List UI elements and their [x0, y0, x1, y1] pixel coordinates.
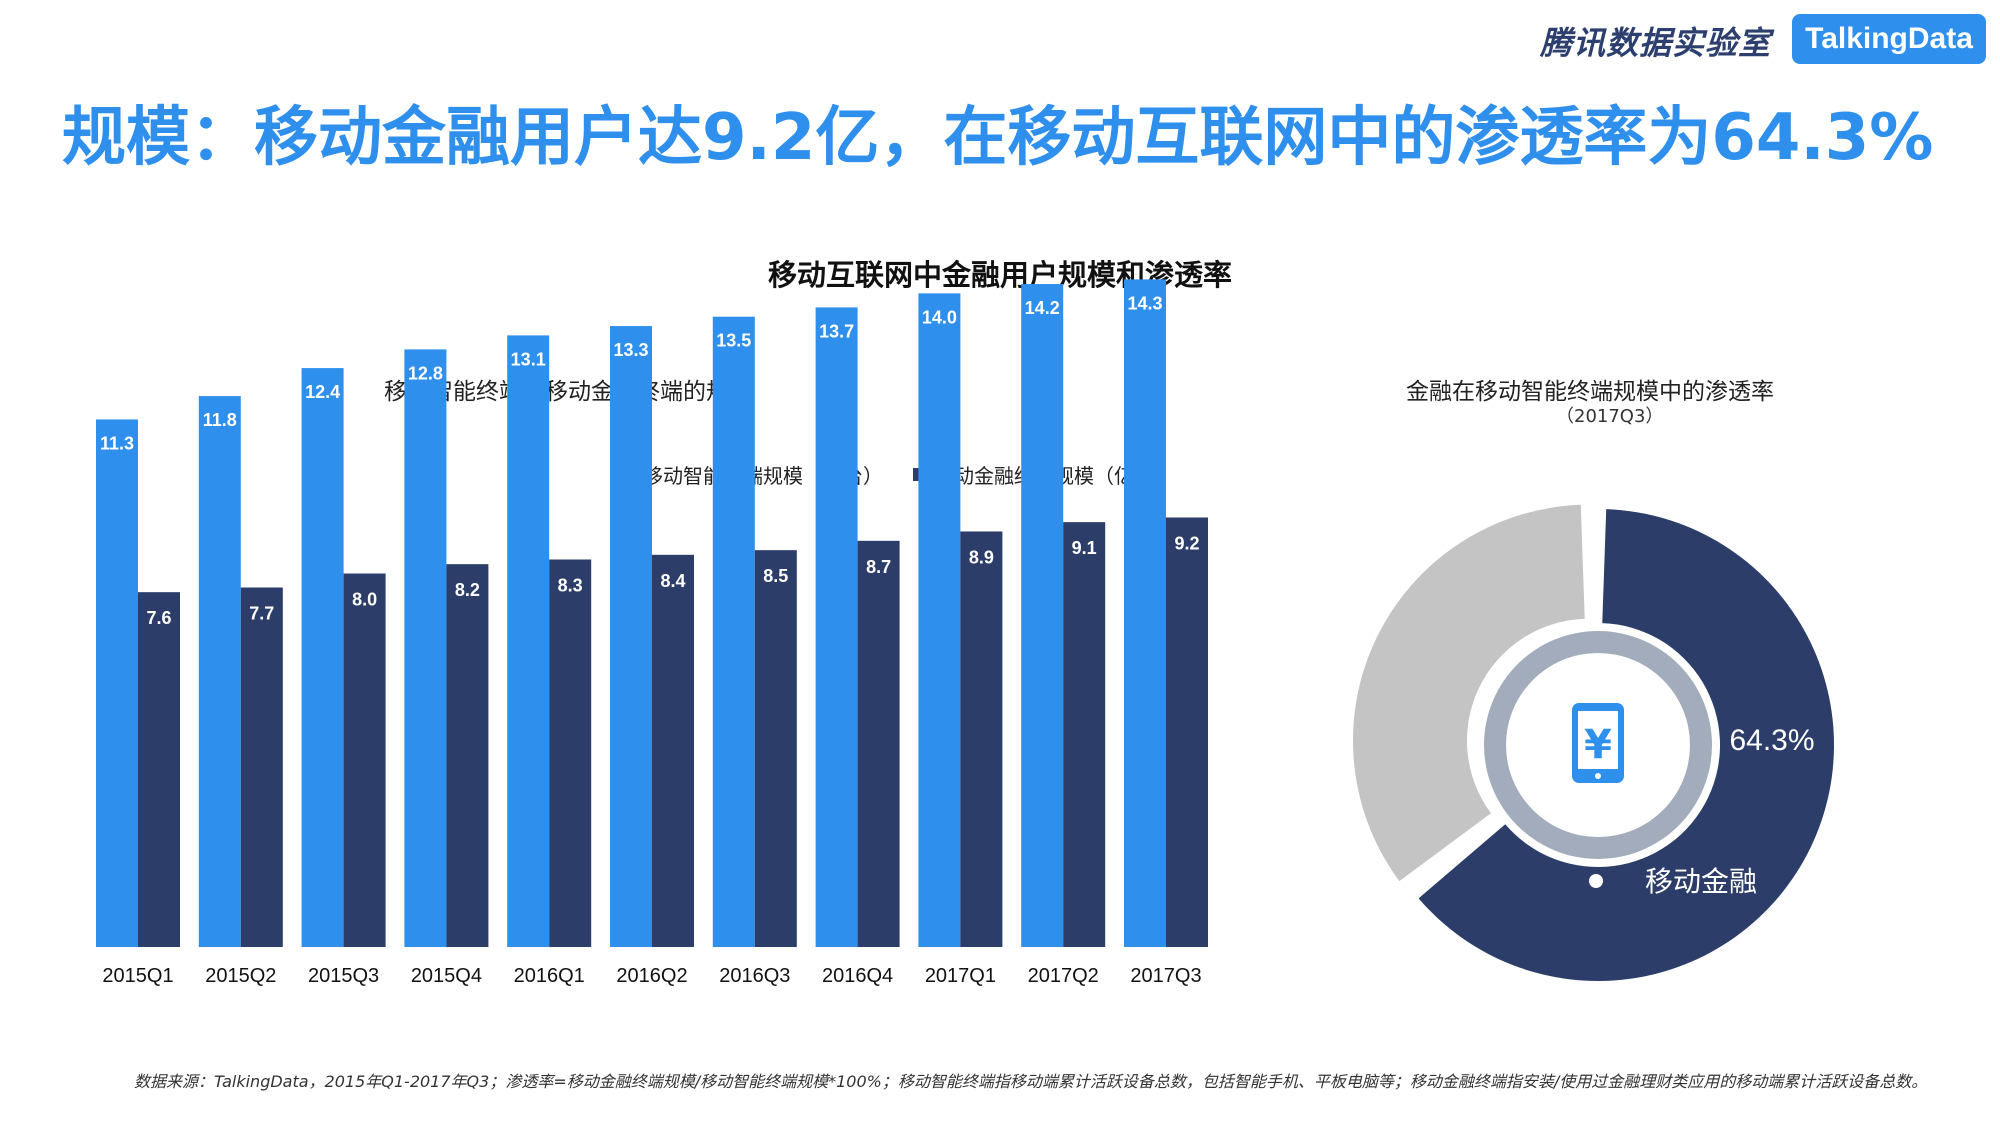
bar-finance-2016Q3 [754, 550, 797, 947]
bar-finance-2017Q3 [1166, 517, 1208, 947]
x-tick-label: 2015Q1 [102, 965, 173, 987]
brand-name: 腾讯数据实验室 [1540, 24, 1772, 62]
bar-smart-2015Q3 [301, 368, 344, 947]
bar-smart-2016Q2 [610, 326, 652, 947]
bar-value-label: 8.2 [455, 580, 480, 600]
bar-value-label: 14.2 [1025, 298, 1060, 318]
x-tick-label: 2015Q2 [205, 965, 276, 987]
donut-slice-label: 移动金融 [1645, 865, 1757, 898]
bar-value-label: 13.3 [613, 340, 648, 360]
donut-chart-title: 金融在移动智能终端规模中的渗透率 [1406, 379, 1774, 405]
bar-finance-2016Q4 [857, 540, 900, 947]
bar-chart: 11.3 7.6 2015Q1 11.8 7.7 2015Q2 12.4 8.0 2015Q3 1… [96, 279, 1208, 987]
bar-smart-2015Q2 [198, 396, 241, 947]
bar-smart-2016Q3 [712, 316, 755, 947]
donut-slice-other [1352, 504, 1585, 882]
footnote: 数据来源：TalkingData，2015年Q1-2017年Q3；渗透率=移动金… [134, 1072, 1928, 1091]
bar-finance-2016Q2 [652, 554, 694, 947]
bar-value-label: 11.3 [100, 433, 134, 453]
bar-value-label: 14.0 [922, 307, 957, 327]
x-tick-label: 2016Q1 [514, 965, 585, 987]
donut-chart-subtitle: （2017Q3） [1556, 406, 1664, 427]
bar-value-label: 12.4 [305, 382, 340, 402]
donut-slice-finance [1418, 509, 1834, 981]
donut-chart: ¥64.3% 移动金融 [1352, 504, 1834, 981]
bar-finance-2017Q1 [960, 531, 1003, 947]
bar-value-label: 13.1 [511, 349, 546, 369]
x-tick-label: 2017Q3 [1130, 965, 1201, 987]
x-tick-label: 2015Q4 [411, 965, 482, 987]
bar-value-label: 8.7 [866, 557, 891, 577]
bar-value-label: 14.3 [1127, 293, 1162, 313]
bar-value-label: 8.3 [558, 575, 583, 595]
page-headline: 规模：移动金融用户达9.2亿，在移动互联网中的渗透率为64.3% [62, 101, 1934, 175]
bar-value-label: 8.9 [969, 547, 994, 567]
bar-value-label: 13.5 [716, 331, 751, 351]
bar-finance-2015Q1 [138, 592, 180, 947]
bar-smart-2017Q3 [1124, 279, 1166, 947]
bar-smart-2015Q4 [404, 349, 447, 947]
bar-finance-2015Q3 [343, 573, 386, 947]
bar-value-label: 9.1 [1072, 538, 1097, 558]
talkingdata-logo: TalkingData [1792, 14, 1986, 64]
bar-value-label: 9.2 [1174, 533, 1199, 553]
bar-value-label: 11.8 [203, 410, 237, 430]
x-tick-label: 2017Q1 [925, 965, 996, 987]
bar-value-label: 12.8 [408, 363, 443, 383]
donut-percent-label: 64.3% [1729, 724, 1814, 757]
bar-value-label: 13.7 [819, 321, 854, 341]
bar-value-label: 8.5 [763, 566, 788, 586]
bar-smart-2017Q1 [918, 293, 961, 947]
bar-finance-2016Q1 [549, 559, 592, 947]
x-tick-label: 2016Q2 [616, 965, 687, 987]
bar-value-label: 8.0 [352, 590, 377, 610]
bar-smart-2016Q4 [815, 307, 858, 948]
bar-finance-2017Q2 [1063, 522, 1106, 947]
bar-finance-2015Q4 [446, 564, 489, 947]
x-tick-label: 2017Q2 [1028, 965, 1099, 987]
x-tick-label: 2015Q3 [308, 965, 379, 987]
bar-value-label: 7.6 [146, 608, 171, 628]
bar-value-label: 7.7 [249, 604, 274, 624]
bar-finance-2015Q2 [240, 587, 283, 947]
x-tick-label: 2016Q4 [822, 965, 893, 987]
bar-smart-2016Q1 [507, 335, 550, 947]
mobile-yuan-icon: ¥ [1572, 703, 1624, 783]
x-tick-label: 2016Q3 [719, 965, 790, 987]
svg-text:¥: ¥ [1584, 722, 1612, 768]
bar-smart-2015Q1 [96, 419, 138, 947]
bar-smart-2017Q2 [1021, 284, 1064, 948]
donut-bullet-dot [1589, 874, 1603, 888]
bar-value-label: 8.4 [660, 571, 685, 591]
